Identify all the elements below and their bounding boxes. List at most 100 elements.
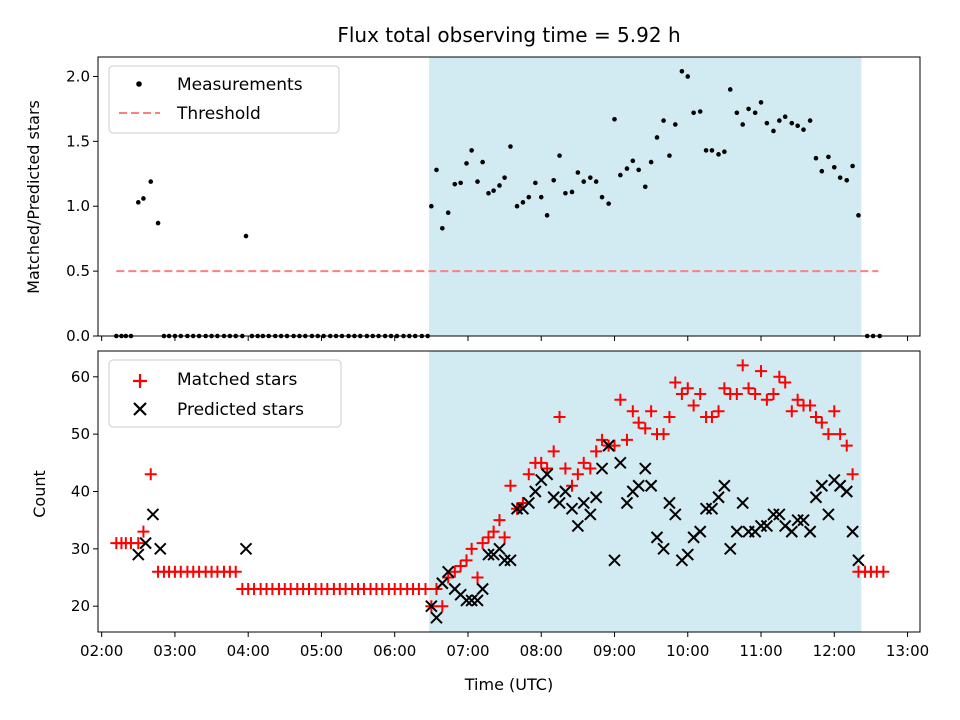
measurement-point: [624, 166, 630, 171]
predicted-star-point: [632, 479, 645, 492]
top-panel: 0.00.51.01.52.0 Matched/Predicted stars …: [24, 56, 921, 345]
measurement-point: [533, 180, 538, 186]
matched-star-point: [749, 388, 762, 401]
measurement-point: [667, 153, 672, 158]
predicted-star-point: [614, 456, 627, 470]
matched-star-point: [705, 410, 718, 423]
measurement-point: [557, 153, 562, 158]
x-tick-label: 05:00: [300, 642, 343, 660]
predicted-star-point: [154, 542, 167, 556]
x-tick-label: 08:00: [520, 642, 563, 660]
predicted-star-point: [465, 594, 478, 607]
measurement-point: [452, 181, 458, 187]
predicted-star-point: [430, 611, 443, 624]
bottom-panel: 20 30 40 50 60 02:00 03:00 04:00 05:00 06:00 07:0…: [30, 350, 929, 694]
measurement-point: [685, 74, 691, 79]
matched-star-point: [487, 525, 500, 538]
measurement-point: [661, 118, 666, 123]
matched-star-point: [553, 410, 566, 423]
measurement-point: [502, 175, 507, 180]
matched-star-point: [454, 560, 467, 573]
predicted-star-point: [504, 554, 517, 567]
matched-star-point: [442, 571, 455, 584]
measurement-point: [514, 203, 520, 209]
measurement-point: [491, 188, 496, 193]
predicted-star-point: [797, 513, 810, 527]
measurement-point: [599, 194, 605, 200]
predicted-star-point: [577, 496, 590, 510]
measurement-point: [709, 148, 715, 153]
measurement-point: [782, 114, 788, 119]
matched-star-point: [137, 525, 150, 538]
matched-star-point: [504, 479, 517, 492]
measurement-point: [795, 123, 800, 129]
bottom-ytick-label: 20: [71, 597, 90, 615]
measurement-point: [813, 155, 819, 161]
matched-star-point: [785, 405, 798, 418]
measurement-point: [758, 100, 764, 105]
matched-star-point: [791, 393, 804, 406]
predicted-star-point: [760, 519, 774, 533]
legend-measurements-marker: [136, 81, 142, 87]
predicted-star-point: [822, 508, 835, 521]
x-tick-label: 11:00: [739, 642, 782, 660]
measurement-point: [243, 233, 249, 239]
predicted-star-point: [699, 502, 713, 515]
measurement-point: [727, 87, 733, 92]
matched-star-point: [804, 399, 817, 412]
matched-star-point: [460, 554, 473, 567]
matched-star-point: [430, 582, 443, 595]
matched-star-point: [730, 388, 743, 401]
predicted-star-point: [840, 485, 853, 498]
matched-star-point: [712, 405, 725, 418]
measurement-point: [777, 118, 782, 123]
predicted-star-point: [620, 496, 634, 510]
measurement-point: [789, 120, 795, 126]
measurement-point: [569, 189, 575, 195]
matched-star-point: [476, 537, 489, 550]
predicted-star-point: [803, 525, 817, 538]
matched-star-point: [755, 365, 768, 378]
predicted-star-point: [476, 582, 489, 596]
predicted-star-point: [482, 548, 495, 561]
predicted-star-point: [553, 496, 566, 510]
measurement-point: [155, 220, 161, 226]
legend-threshold-label: Threshold: [176, 104, 261, 124]
measurement-point: [740, 122, 746, 127]
predicted-star-point: [730, 525, 744, 538]
predicted-star-point: [498, 554, 511, 567]
x-axis-label: Time (UTC): [464, 675, 553, 694]
matched-star-point: [419, 582, 432, 595]
matched-star-point: [767, 388, 780, 401]
measurement-point: [475, 179, 480, 184]
predicted-star-point: [785, 525, 798, 538]
predicted-star-point: [815, 479, 829, 492]
measurement-point: [850, 163, 855, 169]
measurement-point: [722, 149, 727, 155]
matched-star-point: [498, 531, 511, 544]
measurement-point: [526, 194, 532, 200]
measurement-point: [508, 144, 513, 149]
matched-star-point: [718, 382, 731, 395]
measurement-point: [618, 172, 623, 178]
matched-star-point: [535, 456, 548, 469]
measurement-point: [606, 201, 611, 206]
matched-star-point: [566, 479, 579, 492]
measurement-point: [434, 167, 439, 173]
matched-star-point: [736, 359, 749, 372]
top-y-axis-label: Matched/Predicted stars: [24, 100, 43, 294]
bottom-legend: Matched stars Predicted stars: [108, 359, 342, 428]
x-tick-label: 06:00: [373, 642, 416, 660]
matched-star-point: [547, 445, 560, 458]
matched-star-point: [596, 433, 609, 446]
measurement-point: [497, 183, 502, 188]
matched-star-point: [846, 468, 859, 481]
predicted-star-point: [718, 479, 731, 492]
bottom-ytick-label: 50: [71, 425, 90, 443]
matched-star-point: [760, 393, 773, 406]
legend-measurements-label: Measurements: [177, 75, 303, 95]
matched-star-point: [522, 468, 535, 481]
matched-star-point: [645, 405, 658, 418]
measurement-point: [469, 148, 474, 153]
measurement-point: [575, 170, 581, 175]
